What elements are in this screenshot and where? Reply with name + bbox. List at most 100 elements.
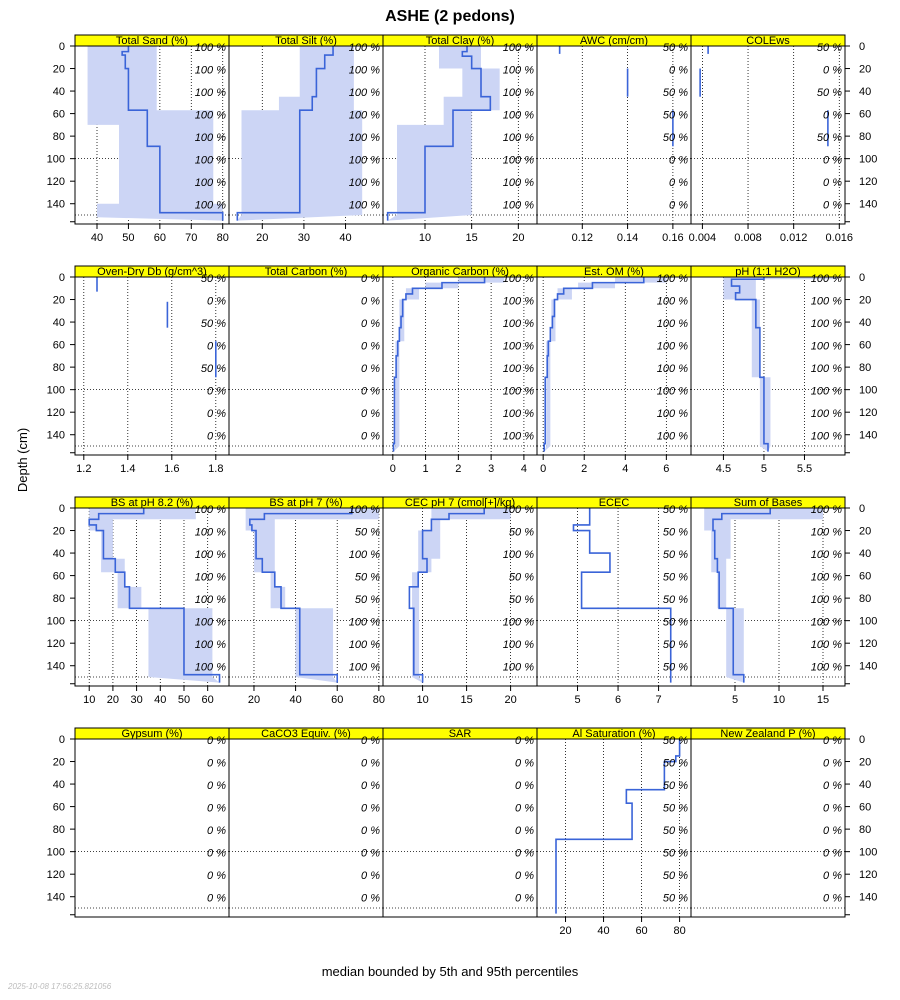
percent-label: 50 % — [663, 803, 688, 815]
x-tick-label: 60 — [202, 694, 214, 706]
x-tick-label: 1 — [423, 463, 429, 475]
percent-label: 0 % — [669, 200, 688, 212]
panel-11: BS at pH 7 (%) 100 % 50 % 100 % 50 % 50 % 100 … — [228, 496, 385, 706]
percent-label: 50 % — [663, 758, 688, 770]
percent-label: 100 % — [811, 341, 842, 353]
percent-label: 100 % — [657, 431, 688, 443]
percent-label: 100 % — [811, 662, 842, 674]
percent-label: 100 % — [657, 386, 688, 398]
y-tick-label: 60 — [53, 802, 65, 814]
panel-frame — [74, 738, 230, 918]
percent-label: 100 % — [503, 296, 534, 308]
y-tick-label: 140 — [47, 661, 65, 673]
y-tick-label: 100 — [859, 154, 877, 166]
y-tick-label: 120 — [47, 869, 65, 881]
x-tick-label: 40 — [154, 694, 166, 706]
x-tick-label: 40 — [339, 232, 351, 244]
percent-label: 100 % — [349, 155, 380, 167]
panel-frame — [690, 276, 846, 456]
y-tick-label: 80 — [53, 131, 65, 143]
x-tick-label: 40 — [597, 925, 609, 937]
percent-label: 100 % — [349, 87, 380, 99]
x-tick-label: 40 — [91, 232, 103, 244]
percent-label: 0 % — [823, 758, 842, 770]
x-tick-label: 0.12 — [572, 232, 593, 244]
y-tick-label: 40 — [859, 317, 871, 329]
percent-label: 50 % — [663, 735, 688, 747]
percent-label: 0 % — [207, 803, 226, 815]
percent-label: 0 % — [361, 848, 380, 860]
panel-strip-label: Organic Carbon (%) — [411, 266, 509, 278]
timestamp: 2025-10-08 17:56:25.821056 — [7, 982, 112, 991]
panel-strip-label: BS at pH 8.2 (%) — [111, 497, 194, 509]
panel-7: Organic Carbon (%)100 %100 %100 %100 %10… — [382, 265, 538, 475]
percent-label: 100 % — [349, 65, 380, 77]
x-tick-label: 10 — [416, 694, 428, 706]
y-tick-label: 100 — [47, 154, 65, 166]
percent-label: 100 % — [811, 296, 842, 308]
x-tick-label: 30 — [130, 694, 142, 706]
percent-label: 50 % — [663, 639, 688, 651]
panel-1: Total Silt (%) 100 % 100 % 100 % 100 % 100 % 1… — [228, 34, 384, 244]
percent-label: 100 % — [503, 318, 534, 330]
x-tick-label: 20 — [559, 925, 571, 937]
median-line — [392, 277, 486, 452]
y-tick-label: 60 — [859, 802, 871, 814]
y-tick-label: 60 — [859, 109, 871, 121]
percent-label: 100 % — [811, 431, 842, 443]
y-tick-label: 40 — [53, 317, 65, 329]
median-line — [712, 508, 772, 683]
percent-label: 50 % — [355, 527, 380, 539]
median-line — [543, 277, 645, 452]
percent-label: 0 % — [515, 870, 534, 882]
percent-label: 0 % — [515, 758, 534, 770]
panel-8: Est. OM (%) 100 % 100 % 100 % 100 % 100 % 100 … — [536, 265, 692, 475]
percent-label: 0 % — [361, 431, 380, 443]
panel-16: CaCO3 Equiv. (%) 0 % 0 % 0 % 0 % 0 % 0 % 0 % 0 % — [228, 727, 384, 918]
x-tick-label: 60 — [331, 694, 343, 706]
percent-label: 100 % — [195, 572, 226, 584]
panel-strip-label: Total Clay (%) — [426, 35, 494, 47]
percent-label: 100 % — [349, 177, 380, 189]
x-tick-label: 6 — [615, 694, 621, 706]
percent-label: 100 % — [811, 594, 842, 606]
x-tick-label: 0.016 — [826, 232, 854, 244]
y-tick-label: 0 — [859, 272, 865, 284]
percent-label: 100 % — [195, 549, 226, 561]
median-line — [88, 508, 221, 683]
x-tick-label: 4.5 — [716, 463, 731, 475]
percent-label: 100 % — [811, 363, 842, 375]
y-tick-label: 60 — [53, 109, 65, 121]
panel-strip-label: Sum of Bases — [734, 497, 803, 509]
panel-13: ECEC 50 % 50 % 50 % 50 % 50 % 50 % 50 % 50 % 5 6 7 — [536, 496, 692, 706]
panel-strip-label: Oven-Dry Db (g/cm^3) — [97, 266, 207, 278]
y-tick-label: 140 — [47, 199, 65, 211]
percent-label: 0 % — [207, 341, 226, 353]
percent-label: 100 % — [195, 662, 226, 674]
x-tick-label: 4 — [622, 463, 628, 475]
panel-2: Total Clay (%) 100 % 100 % 100 % 100 % 100 % 1… — [382, 34, 538, 244]
y-tick-label: 60 — [859, 340, 871, 352]
median-line — [730, 277, 769, 452]
x-tick-label: 0.012 — [780, 232, 808, 244]
percent-label: 50 % — [509, 594, 534, 606]
percent-label: 0 % — [361, 893, 380, 905]
y-tick-label: 0 — [59, 503, 65, 515]
x-tick-label: 15 — [460, 694, 472, 706]
percent-label: 100 % — [503, 341, 534, 353]
y-tick-label: 120 — [859, 176, 877, 188]
y-tick-label: 0 — [859, 734, 865, 746]
y-tick-label: 140 — [859, 661, 877, 673]
panel-strip-label: Al Saturation (%) — [572, 728, 655, 740]
median-line — [572, 508, 672, 683]
percent-label: 50 % — [663, 617, 688, 629]
panel-6: Total Carbon (%) 0 % 0 % 0 % 0 % 0 % 0 % 0 % 0 % — [228, 265, 384, 456]
percent-label: 0 % — [823, 848, 842, 860]
y-tick-label: 0 — [59, 41, 65, 53]
percent-label: 0 % — [207, 825, 226, 837]
percent-label: 0 % — [361, 296, 380, 308]
panel-grid: Total Sand (%)100 %100 %100 %100 %100 %1… — [47, 34, 877, 937]
panel-frame — [382, 738, 538, 918]
x-tick-label: 50 — [122, 232, 134, 244]
percent-label: 100 % — [811, 273, 842, 285]
